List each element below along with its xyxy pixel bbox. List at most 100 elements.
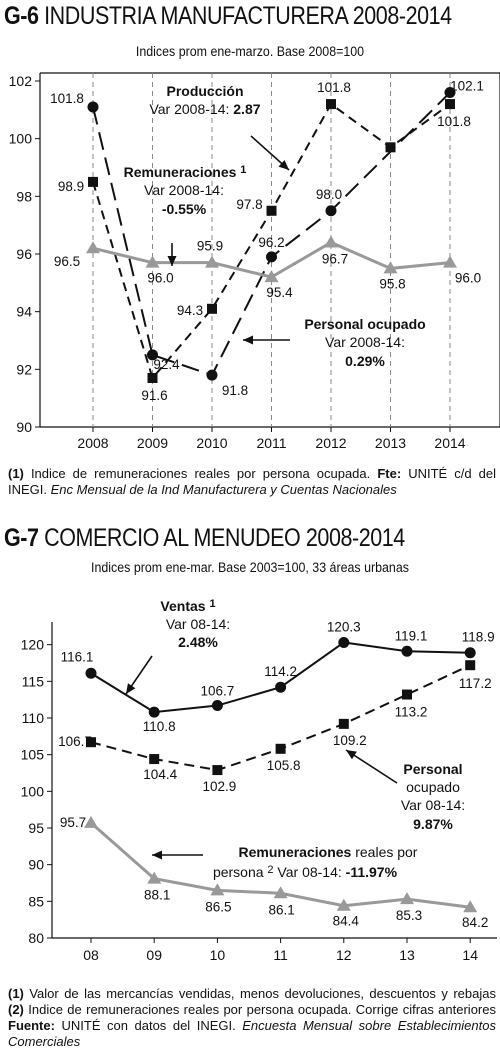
series-3-point xyxy=(205,255,219,268)
y-tick-label: 100 xyxy=(9,131,33,147)
y-tick-label: 120 xyxy=(21,637,45,653)
series-2-point xyxy=(402,689,412,700)
series-3-point xyxy=(336,898,351,911)
x-tick-label: 2010 xyxy=(196,435,227,451)
annotation-remuneraciones-var: Var 08-14: xyxy=(274,864,346,880)
annotation-remuneraciones-footnote-mark: 2 xyxy=(267,864,273,876)
series-1-point xyxy=(266,205,277,216)
series-2-data-label: 104.4 xyxy=(143,767,177,782)
annotation-personal-value: 0.29% xyxy=(345,353,385,369)
series-1-data-label: 119.1 xyxy=(395,628,428,643)
series-2-data-label: 91.8 xyxy=(222,383,248,398)
series-2-point xyxy=(86,737,96,748)
arrow-ventas-head xyxy=(126,683,136,694)
g6-footnote-text2: UNITÉ c/d del INEGI. xyxy=(8,466,496,497)
annotation-remuneraciones-name-rest: reales por xyxy=(351,844,417,860)
series-3-point xyxy=(400,892,414,905)
g6-footnote-mark: (1) xyxy=(8,466,24,481)
g6-code: G-6 xyxy=(4,2,39,30)
series-1-point xyxy=(401,645,413,657)
series-1-point xyxy=(207,303,217,314)
series-1-data-label: 118.9 xyxy=(462,630,495,645)
series-3-point xyxy=(324,235,338,248)
annotation-personal-var: Var 2008-14: xyxy=(325,334,405,350)
g6-title: G-6 INDUSTRIA MANUFACTURERA 2008-2014 xyxy=(4,2,452,31)
x-tick-label: 08 xyxy=(83,947,99,963)
figure-g7: G-7 COMERCIO AL MENUDEO 2008-2014 Indice… xyxy=(0,520,500,1062)
g7-footnote-mark2: (2) xyxy=(8,1002,24,1017)
series-1-data-label: 101.8 xyxy=(437,114,471,129)
series-1-point xyxy=(464,647,476,659)
g7-footnote-text3: UNITÉ con datos del INEGI. xyxy=(54,1018,243,1033)
y-tick-label: 100 xyxy=(21,783,45,799)
y-tick-label: 90 xyxy=(28,857,44,873)
series-3-data-label: 96.0 xyxy=(455,271,481,286)
x-tick-label: 09 xyxy=(146,947,162,963)
series-3-data-label: 95.7 xyxy=(60,815,86,830)
g7-code: G-7 xyxy=(4,524,39,552)
series-1-point xyxy=(147,372,158,383)
series-3-data-label: 85.3 xyxy=(396,908,422,923)
series-1-point xyxy=(85,667,97,679)
series-3-point xyxy=(147,871,162,884)
series-1-data-label: 120.3 xyxy=(327,619,361,634)
x-tick-label: 2013 xyxy=(375,435,406,451)
series-3-data-label: 95.9 xyxy=(197,239,223,254)
x-tick-label: 11 xyxy=(273,947,288,963)
series-3-point xyxy=(210,883,225,896)
annotation-remuneraciones-value: -0.55% xyxy=(162,201,207,217)
y-tick-label: 80 xyxy=(28,930,44,946)
arrow-personal-shaft xyxy=(345,749,398,784)
series-2-point xyxy=(275,743,286,754)
g6-footnote-italic: Enc Mensual de la Ind Manufacturera y Cu… xyxy=(50,482,397,497)
arrow-personal-head xyxy=(346,750,357,760)
annotation-produccion-value: 2.87 xyxy=(233,101,260,117)
g7-footnote-italic: Encuesta Mensual sobre Establecimientos … xyxy=(8,1018,496,1049)
g7-footnote-source: Fuente: xyxy=(8,1018,55,1033)
series-2-point xyxy=(149,754,160,765)
annotation-personal-name: Personal xyxy=(403,761,462,777)
series-2-data-label: 102.1 xyxy=(450,79,484,94)
annotation-ventas-var: Var 08-14: xyxy=(166,616,230,632)
annotation-ventas-value: 2.48% xyxy=(178,634,218,650)
x-tick-label: 2014 xyxy=(434,435,465,451)
series-1-data-label: 116.1 xyxy=(61,649,94,664)
series-3-point xyxy=(145,255,160,268)
annotation-remuneraciones-var: Var 2008-14: xyxy=(144,182,224,198)
y-tick-label: 90 xyxy=(16,419,32,435)
series-2-point xyxy=(147,349,158,361)
y-tick-label: 94 xyxy=(16,304,32,320)
series-1-data-label: 101.8 xyxy=(317,80,351,95)
series-3-point xyxy=(383,261,398,274)
series-2-data-label: 113.2 xyxy=(395,705,428,720)
arrow-personal-head xyxy=(243,335,253,345)
series-3-point xyxy=(273,886,288,899)
series-3-point xyxy=(463,900,478,913)
series-1-point xyxy=(211,700,223,712)
series-1-data-label: 106.7 xyxy=(201,684,235,699)
g6-chart: 90 92 94 96 98 100 102 2008 2009 2010 2011 2012 2013… xyxy=(9,72,500,451)
g7-footnote-text2: Indice de remuneraciones reales por pers… xyxy=(23,1002,496,1017)
g7-footnote-text1: Valor de las mercancías vendidas, menos … xyxy=(23,986,496,1001)
series-3-data-label: 86.5 xyxy=(205,899,231,914)
series-2-data-label: 98.0 xyxy=(316,187,342,202)
x-tick-label: 10 xyxy=(210,947,226,963)
series-1-data-label: 94.3 xyxy=(177,303,203,318)
annotation-remuneraciones-value: -11.97% xyxy=(346,864,398,880)
series-2-point xyxy=(206,369,218,381)
x-tick-label: 2008 xyxy=(77,435,108,451)
series-3-data-label: 86.1 xyxy=(268,902,294,917)
series-3-data-label: 84.2 xyxy=(462,915,488,930)
x-tick-label: 14 xyxy=(462,947,478,963)
g6-footnote-source: Fte: xyxy=(377,466,402,481)
series-3-data-label: 96.5 xyxy=(54,254,80,269)
series-line-2 xyxy=(92,91,451,377)
series-3-point xyxy=(84,815,98,828)
series-1-data-label: 114.2 xyxy=(264,664,297,679)
arrow-remuneraciones-head xyxy=(167,256,177,266)
series-1-data-label: 91.6 xyxy=(141,388,167,403)
series-1-point xyxy=(385,142,396,153)
annotation-ventas-name: Ventas 1 xyxy=(160,598,215,614)
series-1-point xyxy=(326,99,336,110)
